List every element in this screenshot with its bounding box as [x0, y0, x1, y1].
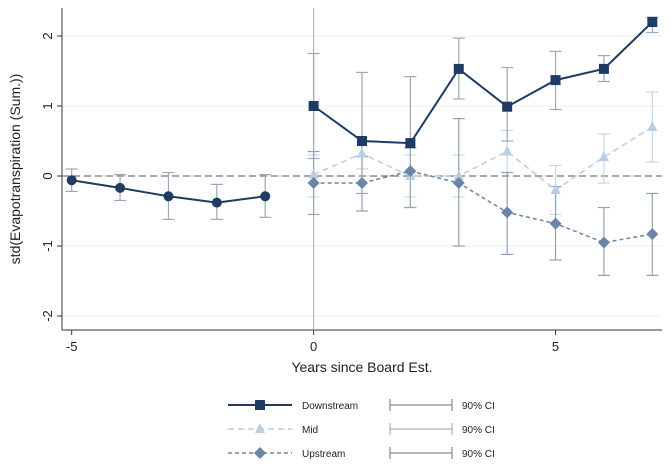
- series-line: [313, 170, 653, 244]
- legend-label: Upstream: [302, 449, 345, 460]
- data-point: [260, 191, 271, 202]
- data-point: [501, 206, 514, 219]
- data-point: [646, 228, 659, 241]
- data-point: [453, 170, 464, 180]
- data-point: [549, 217, 562, 230]
- y-tick-label: 0: [40, 172, 55, 179]
- data-point: [66, 175, 77, 186]
- y-tick-label: -1: [40, 240, 55, 252]
- data-point: [647, 121, 658, 131]
- legend-swatch-marker: [255, 423, 265, 433]
- legend: Downstream 90% CI Mid 90% CI Upstream 90% CI: [228, 399, 495, 460]
- data-point: [405, 138, 416, 149]
- legend-item: Upstream 90% CI: [228, 447, 495, 460]
- legend-ci-label: 90% CI: [462, 401, 495, 412]
- data-point: [404, 165, 417, 178]
- series-line: [313, 21, 654, 145]
- data-point: [356, 177, 368, 189]
- data-point: [598, 151, 609, 162]
- y-tick-label: 2: [40, 32, 55, 39]
- data-point: [211, 197, 222, 208]
- data-point: [357, 136, 367, 146]
- x-tick-label: 0: [310, 339, 317, 354]
- data-point: [502, 101, 513, 112]
- data-point: [597, 236, 610, 249]
- legend-item: Mid 90% CI: [228, 423, 495, 436]
- data-point: [308, 101, 319, 111]
- data-point: [502, 145, 513, 156]
- x-tick-label: 5: [552, 339, 559, 354]
- x-axis-title: Years since Board Est.: [291, 359, 432, 375]
- data-point: [452, 177, 465, 189]
- legend-ci-label: 90% CI: [462, 449, 495, 460]
- data-point: [647, 17, 658, 27]
- series-line: [313, 126, 653, 191]
- series-layer: [65, 16, 659, 276]
- y-tick-label: -2: [40, 310, 55, 322]
- legend-item: Downstream 90% CI: [228, 399, 495, 412]
- data-point: [598, 63, 609, 74]
- legend-label: Mid: [302, 425, 318, 436]
- data-point: [550, 184, 561, 194]
- y-axis-title: std(Evapotranspiration (Sum.)): [7, 74, 23, 265]
- data-point: [307, 177, 320, 189]
- legend-label: Downstream: [302, 401, 358, 412]
- data-point: [550, 75, 561, 86]
- data-point: [115, 182, 126, 193]
- axis-ticks: -2 -1 0 1 2 -5 0 5: [40, 32, 559, 354]
- data-point: [163, 191, 174, 202]
- x-tick-label: -5: [66, 339, 78, 354]
- legend-swatch-marker: [255, 400, 265, 410]
- data-point: [357, 147, 367, 158]
- legend-swatch-marker: [254, 447, 266, 459]
- data-point: [453, 63, 464, 74]
- y-tick-label: 1: [40, 102, 55, 109]
- data-point: [308, 168, 319, 179]
- legend-ci-label: 90% CI: [462, 425, 495, 436]
